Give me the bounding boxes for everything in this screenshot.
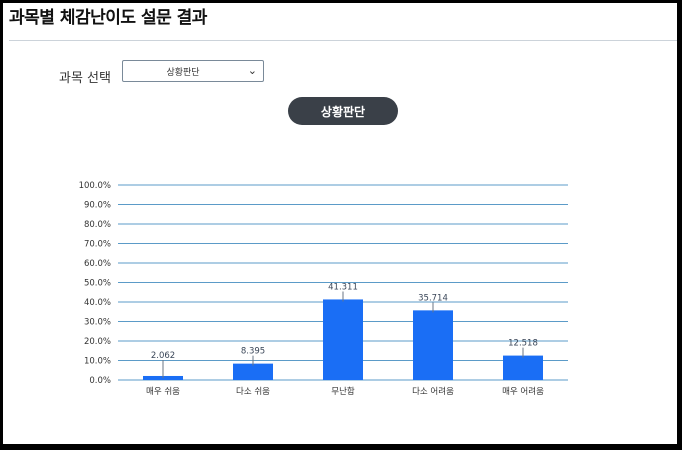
y-tick-label: 40.0% xyxy=(84,298,111,308)
header-divider xyxy=(9,40,677,41)
x-category-label: 매우 쉬움 xyxy=(146,387,180,397)
x-category-label: 무난함 xyxy=(331,387,355,397)
y-tick-label: 50.0% xyxy=(84,279,111,289)
data-label: 12.518 xyxy=(508,339,538,349)
x-category-label: 다소 쉬움 xyxy=(236,387,270,397)
y-tick-label: 0.0% xyxy=(89,376,111,386)
page-title: 과목별 체감난이도 설문 결과 xyxy=(9,8,207,28)
y-tick-label: 20.0% xyxy=(84,337,111,347)
data-label: 35.714 xyxy=(418,293,448,303)
subject-select-value: 상황판단 xyxy=(166,68,200,78)
x-category-label: 다소 어려움 xyxy=(412,386,454,397)
subject-select-label: 과목 선택 xyxy=(59,71,111,86)
bar xyxy=(323,299,363,380)
bar xyxy=(233,363,273,380)
subject-select[interactable]: 상황판단 ⌄ xyxy=(122,60,264,82)
data-label: 8.395 xyxy=(241,347,265,357)
page-frame: 과목별 체감난이도 설문 결과 과목 선택 상황판단 ⌄ 상황판단 0.0% 10… xyxy=(3,3,677,444)
data-label: 41.311 xyxy=(328,282,358,292)
bar xyxy=(413,310,453,380)
y-tick-label: 100.0% xyxy=(79,181,111,191)
chevron-down-icon: ⌄ xyxy=(247,64,257,77)
bar xyxy=(143,375,183,380)
y-tick-label: 80.0% xyxy=(84,220,111,230)
y-tick-label: 10.0% xyxy=(84,357,111,367)
y-tick-label: 90.0% xyxy=(84,201,111,211)
y-tick-label: 30.0% xyxy=(84,318,111,328)
y-tick-label: 70.0% xyxy=(84,240,111,250)
y-tick-label: 60.0% xyxy=(84,259,111,269)
bar xyxy=(503,355,543,380)
subject-badge: 상황판단 xyxy=(288,97,398,125)
data-label: 2.062 xyxy=(151,351,175,361)
bar-chart: 0.0% 10.0% 20.0% 30.0% 40.0% 50.0% 60.0% 70.0% 8… xyxy=(79,181,568,397)
x-category-label: 매우 어려움 xyxy=(502,386,544,397)
